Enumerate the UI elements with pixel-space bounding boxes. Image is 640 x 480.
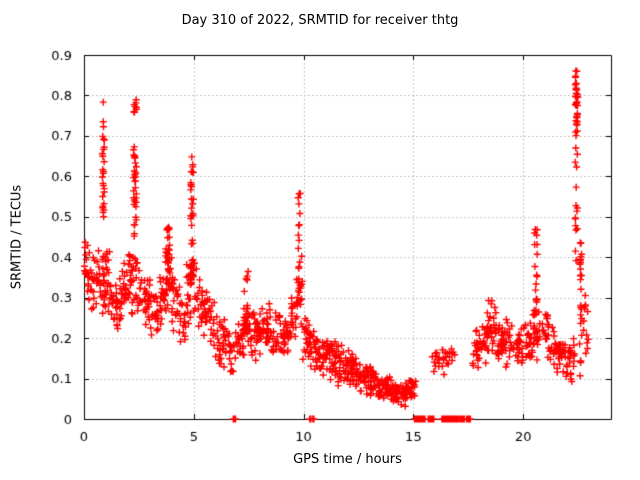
chart-title: Day 310 of 2022, SRMTID for receiver tht… xyxy=(181,13,459,28)
x-axis-label: GPS time / hours xyxy=(293,452,402,467)
y-axis-label: SRMTID / TECUs xyxy=(9,184,25,290)
